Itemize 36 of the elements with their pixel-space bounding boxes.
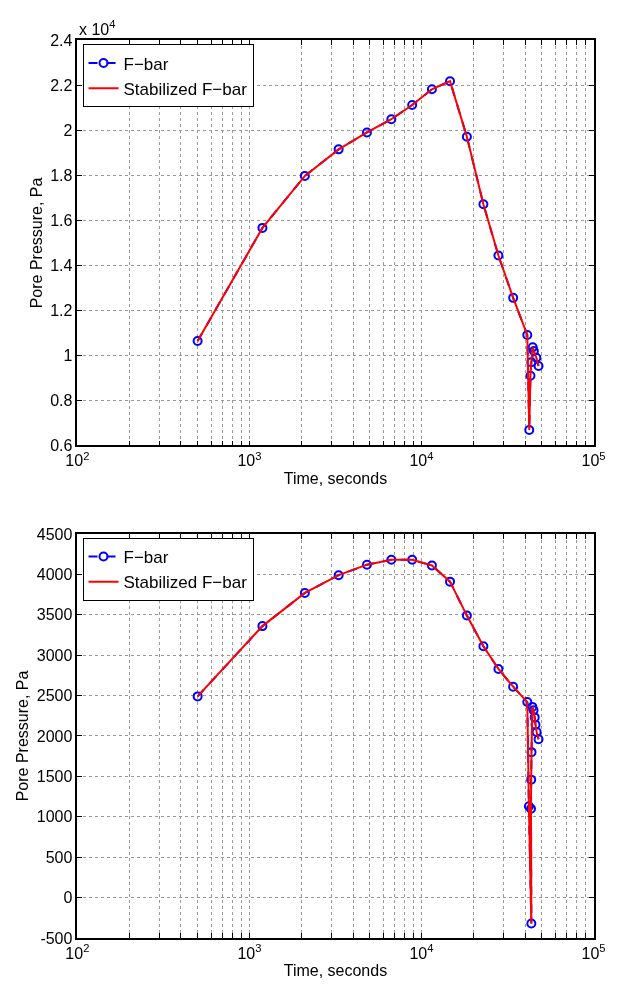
y-tick-label: 3000 — [36, 646, 73, 664]
y-tick-label: 1.8 — [50, 167, 73, 185]
x-axis-title: Time, seconds — [283, 469, 388, 487]
y-tick-label: 4500 — [36, 525, 73, 543]
x-tick-label: 10$^{5}$ — [581, 942, 606, 962]
x-tick-label: 10$^{4}$ — [409, 449, 434, 470]
y-tick-label: 1.6 — [50, 212, 73, 230]
legend-label: F−bar — [123, 548, 169, 568]
y-tick-label: 1.4 — [50, 257, 73, 275]
y-tick-label: -500 — [40, 929, 73, 947]
y-tick-label: 1.2 — [50, 302, 73, 320]
x-tick-label: 10$^{3}$ — [237, 449, 262, 470]
legend-label: F−bar — [123, 54, 169, 74]
legend-label: Stabilized F−bar — [123, 573, 248, 593]
y-tick-label: 2.4 — [50, 32, 73, 50]
x-axis-title: Time, seconds — [283, 962, 388, 980]
y-tick-label: 2.2 — [50, 77, 73, 95]
text: x 10$^{4}$ — [79, 18, 116, 38]
y-axis-title: Pore Pressure, Pa — [14, 670, 32, 802]
legend-label: Stabilized F−bar — [123, 79, 248, 99]
y-tick-label: 0 — [63, 889, 73, 907]
x-tick-label: 10$^{4}$ — [409, 942, 434, 962]
y-tick-label: 3500 — [36, 606, 73, 624]
y-tick-label: 2000 — [36, 727, 73, 745]
x-tick-label: 10$^{3}$ — [237, 942, 262, 962]
y-axis-title: Pore Pressure, Pa — [27, 177, 45, 309]
y-tick-label: 0.8 — [50, 392, 73, 410]
y-tick-label: 1500 — [36, 768, 73, 786]
y-tick-label: 2500 — [36, 687, 73, 705]
y-tick-label: 500 — [45, 848, 73, 866]
y-tick-label: 4000 — [36, 565, 73, 583]
y-tick-label: 2 — [63, 122, 73, 140]
y-tick-label: 0.6 — [50, 437, 73, 455]
x-tick-label: 10$^{5}$ — [581, 449, 606, 470]
y-tick-label: 1 — [63, 347, 73, 365]
y-tick-label: 1000 — [36, 808, 73, 826]
